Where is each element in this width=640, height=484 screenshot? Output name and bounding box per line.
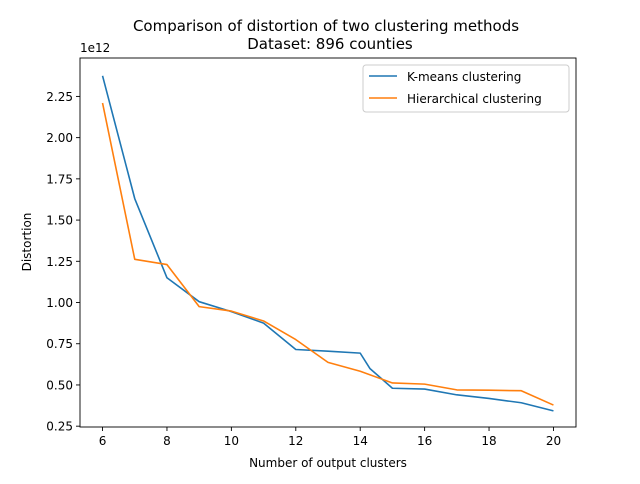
y-tick-label: 1.50: [46, 214, 73, 228]
y-tick-label: 2.00: [46, 131, 73, 145]
x-tick-label: 20: [546, 434, 561, 448]
y-tick-label: 0.25: [46, 420, 73, 434]
y-tick-label: 0.75: [46, 337, 73, 351]
x-tick-label: 14: [353, 434, 368, 448]
y-axis-label: Distortion: [20, 213, 34, 272]
x-tick-label: 10: [224, 434, 239, 448]
x-tick-label: 16: [417, 434, 432, 448]
y-axis-ticks: 0.25 0.50 0.75 1.00 1.25 1.50 1.75 2.00 2.25: [46, 90, 80, 434]
y-tick-label: 0.50: [46, 378, 73, 392]
chart-title-line-2: Dataset: 896 counties: [247, 35, 413, 53]
x-tick-label: 12: [288, 434, 303, 448]
y-tick-label: 2.25: [46, 90, 73, 104]
y-tick-label: 1.25: [46, 255, 73, 269]
series-layer: [101, 75, 554, 412]
chart-title-line-1: Comparison of distortion of two clusteri…: [133, 17, 519, 35]
legend-label-hierarchical: Hierarchical clustering: [407, 92, 542, 106]
x-tick-label: 18: [481, 434, 496, 448]
plot-frame: [79, 57, 577, 428]
legend-box: [362, 64, 570, 113]
x-tick-label: 6: [99, 434, 107, 448]
y-axis-offset-label: 1e12: [80, 41, 110, 55]
legend-label-k-means: K-means clustering: [407, 70, 521, 84]
x-tick-label: 8: [163, 434, 171, 448]
legend: K-means clustering Hierarchical clusteri…: [362, 64, 570, 113]
y-tick-label: 1.75: [46, 172, 73, 186]
series-line-0: [101, 75, 554, 412]
x-axis-ticks: 6 8 10 12 14 16 18 20: [99, 427, 561, 448]
y-tick-label: 1.00: [46, 296, 73, 310]
x-axis-label: Number of output clusters: [249, 456, 407, 470]
series-line-1: [101, 102, 554, 406]
